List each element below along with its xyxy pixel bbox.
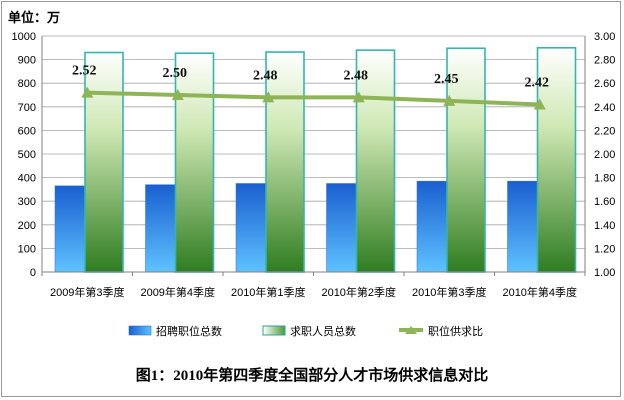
ratio-line-group: 2.52 2.50 2.48 2.48 2.45 2.42 bbox=[72, 64, 549, 110]
left-tick-label: 800 bbox=[18, 78, 36, 90]
right-tick-label: 1.80 bbox=[594, 173, 615, 185]
bar-applicants bbox=[536, 46, 577, 273]
left-tick-label: 600 bbox=[18, 125, 36, 137]
legend-label-1: 求职人员总数 bbox=[290, 324, 356, 338]
ratio-line bbox=[87, 90, 540, 107]
ratio-data-label: 2.45 bbox=[434, 72, 459, 87]
legend-label-2: 职位供求比 bbox=[428, 324, 483, 338]
right-axis-tick-labels: 1.00 1.20 1.40 1.60 1.80 2.00 2.20 2.40 2.60 2.80… bbox=[594, 31, 615, 279]
right-tick-label: 3.00 bbox=[594, 31, 615, 43]
category-label: 2009年第4季度 bbox=[140, 285, 215, 299]
right-tick-label: 2.20 bbox=[594, 125, 615, 137]
bar-applicants bbox=[265, 51, 305, 273]
ratio-marker bbox=[81, 86, 94, 98]
left-axis-tick-labels: 0 100 200 300 400 500 600 700 800 900 1000 bbox=[12, 31, 36, 279]
ratio-marker bbox=[262, 91, 275, 103]
chart-title: 图1：2010年第四季度全国部分人才市场供求信息对比 bbox=[136, 366, 489, 384]
bar-applicants bbox=[355, 49, 396, 273]
ratio-marker bbox=[352, 91, 365, 103]
right-tick-label: 2.60 bbox=[594, 78, 615, 90]
right-tick-label: 1.40 bbox=[594, 220, 615, 232]
right-tick-label: 2.00 bbox=[594, 149, 615, 161]
ratio-marker bbox=[171, 89, 184, 100]
axes bbox=[41, 36, 586, 276]
bar-recruit bbox=[54, 185, 86, 273]
left-tick-label: 200 bbox=[18, 220, 36, 232]
ratio-data-label: 2.42 bbox=[525, 75, 550, 90]
right-tick-label: 1.20 bbox=[594, 243, 615, 255]
left-tick-label: 700 bbox=[18, 102, 36, 114]
left-tick-label: 500 bbox=[18, 149, 36, 161]
right-tick-label: 2.40 bbox=[594, 102, 615, 114]
legend-swatch-green bbox=[262, 325, 286, 336]
ratio-marker bbox=[443, 94, 456, 106]
unit-label: 单位：万 bbox=[8, 10, 60, 25]
category-label: 2010年第3季度 bbox=[412, 285, 487, 299]
legend-marker bbox=[405, 326, 417, 334]
legend-label-0: 招聘职位总数 bbox=[156, 324, 222, 338]
ratio-data-label: 2.48 bbox=[344, 68, 369, 83]
gridlines bbox=[42, 35, 585, 273]
bar-applicants bbox=[446, 47, 486, 273]
left-tick-label: 1000 bbox=[12, 31, 36, 43]
ratio-data-label: 2.48 bbox=[253, 68, 278, 83]
ratio-data-label: 2.50 bbox=[163, 66, 188, 81]
category-labels: 2009年第3季度 2009年第4季度 2010年第1季度 2010年第2季度 2010… bbox=[50, 285, 577, 299]
category-label: 2009年第3季度 bbox=[50, 285, 125, 299]
ratio-data-label: 2.52 bbox=[72, 64, 97, 79]
right-tick-label: 1.00 bbox=[594, 267, 615, 279]
left-tick-label: 900 bbox=[18, 55, 36, 67]
left-tick-label: 300 bbox=[18, 196, 36, 208]
left-tick-label: 100 bbox=[18, 243, 36, 255]
bar-applicants bbox=[84, 51, 124, 273]
category-label: 2010年第4季度 bbox=[502, 285, 577, 299]
bar-recruit bbox=[235, 183, 267, 273]
bar-applicants bbox=[174, 52, 215, 273]
right-tick-label: 1.60 bbox=[594, 196, 615, 208]
legend-swatch-blue bbox=[128, 325, 152, 336]
bar-recruit bbox=[507, 180, 538, 273]
left-tick-label: 0 bbox=[30, 267, 36, 279]
bars-group bbox=[54, 46, 577, 273]
ratio-marker bbox=[533, 98, 546, 110]
right-tick-label: 2.80 bbox=[594, 55, 615, 67]
left-tick-label: 400 bbox=[18, 173, 36, 185]
bar-recruit bbox=[145, 184, 176, 273]
category-label: 2010年第1季度 bbox=[231, 285, 306, 299]
category-label: 2010年第2季度 bbox=[321, 285, 396, 299]
bar-recruit bbox=[416, 180, 448, 273]
bar-recruit bbox=[326, 183, 357, 273]
legend: 招聘职位总数 求职人员总数 职位供求比 bbox=[128, 324, 483, 338]
